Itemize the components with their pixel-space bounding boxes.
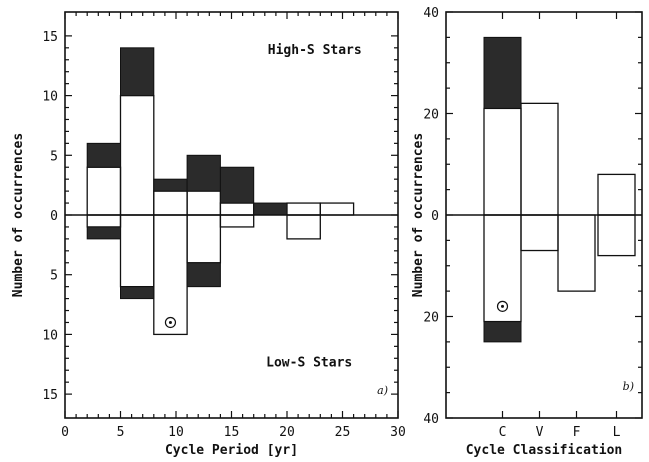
panel-b-y-tick-label: 40 <box>423 412 439 427</box>
panel-a-x-tick-label: 0 <box>61 425 69 440</box>
panel-b-bar <box>483 321 522 343</box>
panel-b-bar <box>520 214 559 252</box>
panel-a-y-axis-label: Number of occurrences <box>11 133 26 297</box>
panel-a-y-tick-label: 5 <box>50 149 58 164</box>
panel-a-sun-marker <box>164 316 177 329</box>
panel-a-bar <box>186 154 221 192</box>
panel-b-sun-dot <box>501 304 504 308</box>
panel-a-bar <box>219 202 255 216</box>
panel-a-y-tick-label: 0 <box>50 209 58 224</box>
panel-a-bar <box>86 214 122 228</box>
panel-a-bar <box>319 202 355 216</box>
panel-a-sun-circle <box>164 316 177 329</box>
panel-a-x-tick-label: 10 <box>168 425 184 440</box>
panel-b-tag: b) <box>623 380 634 393</box>
panel-a-x-tick-label: 15 <box>224 425 240 440</box>
panel-a-bar <box>219 166 255 204</box>
panel-b-y-axis-label: Number of occurrences <box>411 133 426 297</box>
panel-b-bar <box>597 173 636 216</box>
panel-b-y-tick-label: 20 <box>423 108 439 123</box>
panel-a-bar <box>286 202 321 216</box>
panel-b-x-tick-label: F <box>573 425 581 440</box>
panel-a-bar <box>86 166 122 216</box>
panel-b-bars <box>483 36 636 343</box>
panel-b-sun-marker <box>496 300 509 312</box>
panel-a-bar <box>120 286 155 300</box>
panel-a-y-tick-label: 5 <box>50 269 58 284</box>
panel-a-x-tick-label: 25 <box>335 425 351 440</box>
panel-a-y-tick-label: 15 <box>42 388 58 403</box>
panel-b-y-tick-label: 20 <box>423 311 439 326</box>
panel-b-x-tick-label: C <box>499 425 507 440</box>
panel-a-y-tick-label: 15 <box>42 30 58 45</box>
panel-a-bar <box>153 190 188 216</box>
panel-a-bars <box>86 47 355 336</box>
panel-b: 40 20 0 20 40 C V F L b) Cycle Classification Nu… <box>411 6 643 458</box>
panel-a-x-axis-label: Cycle Period [yr] <box>165 443 298 458</box>
panel-a-x-tick-label: 20 <box>279 425 295 440</box>
panel-a-bar <box>253 202 288 216</box>
panel-b-x-tick-label: V <box>536 425 544 440</box>
panel-a-bar <box>120 47 155 97</box>
panel-b-bar <box>520 102 559 216</box>
panel-a-bar <box>119 214 155 288</box>
panel-a-bar <box>153 178 188 192</box>
panel-a: 0 5 10 15 20 25 30 15 10 5 0 5 10 15 High-S Stars Low… <box>11 11 406 458</box>
panel-b-sun-circle <box>496 300 509 312</box>
panel-a-x-tick-label: 30 <box>390 425 406 440</box>
panel-a-y-tick-label: 10 <box>42 328 58 343</box>
panel-b-bar <box>597 214 636 257</box>
panel-a-frame <box>64 11 399 419</box>
panel-a-annotation-high: High-S Stars <box>268 43 362 58</box>
panel-a-tag: a) <box>377 384 388 397</box>
panel-b-bar <box>483 107 522 216</box>
panel-a-bar <box>86 226 121 240</box>
panel-b-bar <box>483 36 522 109</box>
panel-a-bar <box>186 262 221 288</box>
panel-a-bar <box>219 214 255 228</box>
panel-b-frame <box>445 11 643 419</box>
panel-a-annotation-low: Low-S Stars <box>266 356 352 371</box>
panel-a-y-tick-label: 10 <box>42 90 58 105</box>
panel-a-sun-dot <box>168 320 172 324</box>
panel-b-x-tick-label: L <box>613 425 621 440</box>
panel-a-bar <box>119 94 155 216</box>
panel-b-y-tick-label: 0 <box>431 209 439 224</box>
panel-a-bar <box>153 214 188 336</box>
panel-a-bar <box>186 190 222 216</box>
panel-a-bar <box>186 214 222 264</box>
panel-a-bar <box>86 142 121 168</box>
panel-b-bar <box>557 214 596 292</box>
panel-a-bar <box>286 214 321 240</box>
panel-b-ticks: 40 20 0 20 40 C V F L <box>423 6 642 440</box>
panel-a-ticks: 0 5 10 15 20 25 30 15 10 5 0 5 10 15 <box>42 12 406 440</box>
panel-b-y-tick-label: 40 <box>423 6 439 21</box>
panel-a-x-tick-label: 5 <box>117 425 125 440</box>
panel-b-x-axis-label: Cycle Classification <box>466 443 623 458</box>
